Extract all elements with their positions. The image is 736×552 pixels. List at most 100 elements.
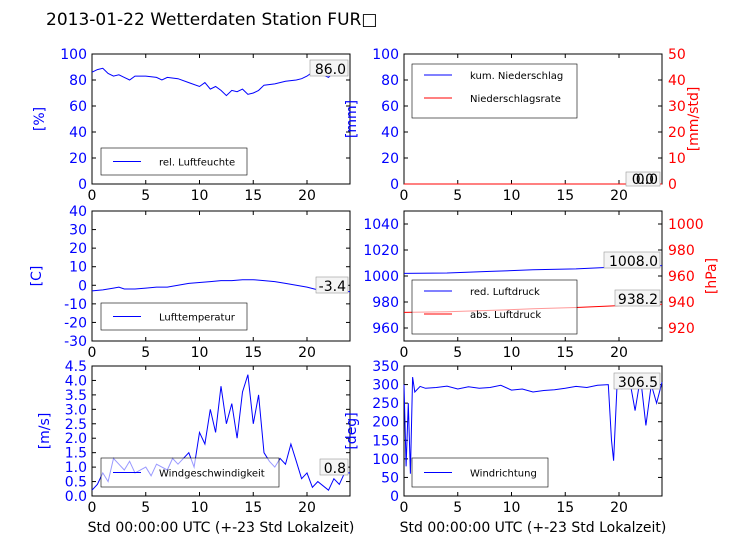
windspeed-xtick-label: 15 bbox=[244, 500, 262, 516]
windspeed-xlabel: Std 00:00:00 UTC (+-23 Std Lokalzeit) bbox=[88, 520, 355, 536]
winddir-xtick-label: 20 bbox=[610, 500, 628, 516]
windspeed-xtick-label: 20 bbox=[298, 500, 316, 516]
precipitation-ytick-label: 40 bbox=[381, 125, 399, 141]
precipitation-xtick-label: 20 bbox=[610, 188, 628, 204]
temperature-legend-label: Lufttemperatur bbox=[159, 313, 236, 324]
temperature-ytick-label: 10 bbox=[69, 260, 87, 276]
pressure-legend-label: abs. Luftdruck bbox=[470, 310, 541, 321]
pressure-ytick-right-label: 920 bbox=[668, 321, 695, 337]
winddir-ytick-label: 250 bbox=[372, 396, 399, 412]
temperature-ytick-label: -30 bbox=[64, 334, 87, 350]
windspeed-ylabel: [m/s] bbox=[37, 413, 53, 450]
winddir-xlabel: Std 00:00:00 UTC (+-23 Std Lokalzeit) bbox=[400, 520, 667, 536]
precipitation-ylabel: [mm] bbox=[344, 100, 360, 138]
humidity-annotation-box bbox=[309, 59, 349, 77]
humidity-ytick-label: 100 bbox=[60, 47, 87, 63]
pressure-ytick-right-label: 940 bbox=[668, 295, 695, 311]
precipitation-ytick-label: 80 bbox=[381, 73, 399, 89]
windspeed-xtick-label: 0 bbox=[88, 500, 97, 516]
pressure-ytick-label: 1000 bbox=[363, 269, 399, 285]
humidity-ytick-label: 0 bbox=[78, 177, 87, 193]
pressure-annotation: 1008.0 bbox=[609, 254, 658, 270]
precipitation-xtick-label: 0 bbox=[400, 188, 409, 204]
winddir-ytick-label: 100 bbox=[372, 452, 399, 468]
pressure-ytick-label: 980 bbox=[372, 295, 399, 311]
humidity-xtick-label: 20 bbox=[298, 188, 316, 204]
precipitation-annotation-right: 0.0 bbox=[632, 172, 654, 188]
windspeed-ytick-label: 2.0 bbox=[65, 431, 87, 447]
winddir-annotation-box bbox=[613, 372, 661, 390]
pressure-xtick-label: 10 bbox=[503, 345, 521, 361]
humidity-xtick-label: 5 bbox=[141, 188, 150, 204]
winddir-ytick-label: 300 bbox=[372, 378, 399, 394]
humidity-ytick-label: 40 bbox=[69, 125, 87, 141]
precipitation-legend-box bbox=[411, 63, 578, 119]
winddir-xtick-label: 0 bbox=[400, 500, 409, 516]
pressure-ylabel-right: [hPa] bbox=[704, 258, 720, 294]
winddir-ytick-label: 150 bbox=[372, 433, 399, 449]
windspeed-xtick-label: 10 bbox=[191, 500, 209, 516]
pressure-xtick-label: 0 bbox=[400, 345, 409, 361]
pressure-xtick-label: 15 bbox=[556, 345, 574, 361]
windspeed-legend-label: Windgeschwindigkeit bbox=[159, 469, 265, 480]
temperature-annotation: -3.4 bbox=[319, 279, 346, 295]
page-title: 2013-01-22 Wetterdaten Station FUR□ bbox=[46, 10, 378, 30]
precipitation-ytick-right-label: 20 bbox=[668, 125, 686, 141]
windspeed-ytick-label: 1.5 bbox=[65, 446, 87, 462]
humidity-annotation: 86.0 bbox=[315, 62, 346, 78]
windspeed-xtick-label: 5 bbox=[141, 500, 150, 516]
winddir-annotation: 306.5 bbox=[618, 375, 658, 391]
temperature-annotation-box bbox=[315, 276, 349, 294]
humidity-legend-label: rel. Luftfeuchte bbox=[159, 158, 235, 169]
winddir-legend-label: Windrichtung bbox=[470, 469, 537, 480]
humidity-ytick-label: 80 bbox=[69, 73, 87, 89]
windspeed-ytick-label: 0.5 bbox=[65, 475, 87, 491]
precipitation-ytick-right-label: 40 bbox=[668, 73, 686, 89]
pressure-ytick-label: 960 bbox=[372, 321, 399, 337]
pressure-xtick-label: 5 bbox=[453, 345, 462, 361]
pressure-annotation-right-box bbox=[614, 289, 661, 307]
precipitation-xtick-label: 10 bbox=[503, 188, 521, 204]
precipitation-ylabel-right: [mm/std] bbox=[686, 87, 702, 152]
precipitation-ytick-label: 100 bbox=[372, 47, 399, 63]
precipitation-legend-label: kum. Niederschlag bbox=[470, 71, 563, 82]
precipitation-ytick-right-label: 10 bbox=[668, 151, 686, 167]
pressure-legend-label: red. Luftdruck bbox=[470, 287, 540, 298]
winddir-xtick-label: 10 bbox=[503, 500, 521, 516]
winddir-ytick-label: 350 bbox=[372, 359, 399, 375]
winddir-ytick-label: 50 bbox=[381, 470, 399, 486]
precipitation-xtick-label: 15 bbox=[556, 188, 574, 204]
temperature-xtick-label: 20 bbox=[298, 345, 316, 361]
precipitation-legend-label: Niederschlagsrate bbox=[470, 94, 561, 105]
humidity-ytick-label: 20 bbox=[69, 151, 87, 167]
temperature-ylabel: [C] bbox=[29, 266, 45, 287]
windspeed-ytick-label: 1.0 bbox=[65, 460, 87, 476]
temperature-xtick-label: 15 bbox=[244, 345, 262, 361]
temperature-ytick-label: 40 bbox=[69, 204, 87, 220]
temperature-ytick-label: 20 bbox=[69, 241, 87, 257]
precipitation-ytick-label: 60 bbox=[381, 99, 399, 115]
precipitation-xtick-label: 5 bbox=[453, 188, 462, 204]
precipitation-ytick-label: 20 bbox=[381, 151, 399, 167]
windspeed-annotation: 0.8 bbox=[324, 461, 346, 477]
pressure-ytick-label: 1040 bbox=[363, 217, 399, 233]
winddir-ytick-label: 200 bbox=[372, 415, 399, 431]
windspeed-ytick-label: 2.5 bbox=[65, 417, 87, 433]
pressure-annotation-right: 938.2 bbox=[618, 292, 658, 308]
humidity-xtick-label: 0 bbox=[88, 188, 97, 204]
temperature-ytick-label: -10 bbox=[64, 297, 87, 313]
winddir-ylabel: [deg] bbox=[344, 412, 360, 449]
windspeed-ytick-label: 4.0 bbox=[65, 373, 87, 389]
pressure-ytick-right-label: 980 bbox=[668, 243, 695, 259]
temperature-ytick-label: 30 bbox=[69, 223, 87, 239]
temperature-xtick-label: 5 bbox=[141, 345, 150, 361]
pressure-ytick-right-label: 960 bbox=[668, 269, 695, 285]
pressure-annotation-box bbox=[603, 251, 661, 269]
precipitation-annotation: 0.0 bbox=[636, 172, 658, 188]
temperature-xtick-label: 10 bbox=[191, 345, 209, 361]
winddir-xtick-label: 15 bbox=[556, 500, 574, 516]
precipitation-ytick-right-label: 30 bbox=[668, 99, 686, 115]
humidity-ylabel: [%] bbox=[32, 107, 48, 131]
pressure-ytick-label: 1020 bbox=[363, 243, 399, 259]
